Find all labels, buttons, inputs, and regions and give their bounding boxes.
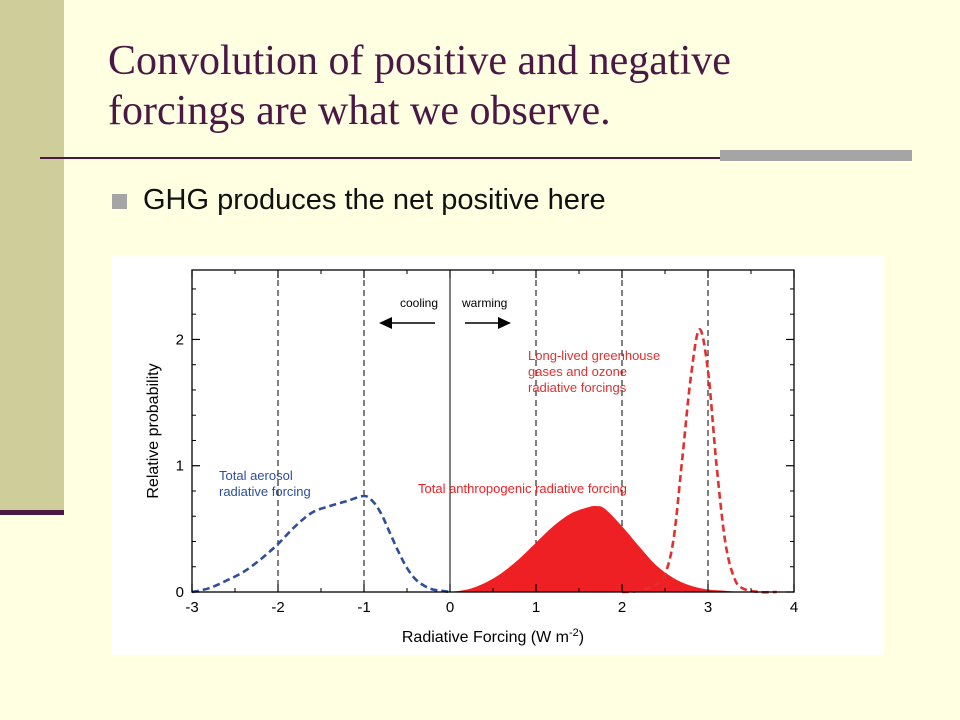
x-tick-label: -2 [271, 599, 284, 616]
x-tick-label: 0 [446, 599, 454, 616]
anthropogenic-series-label: Total anthropogenic radiative forcing [418, 481, 627, 496]
series-aerosol-line [191, 494, 451, 594]
bullet-square-icon [112, 194, 127, 209]
x-tick-label: 3 [704, 599, 712, 616]
slide-title-line-2: forcings are what we observe. [108, 88, 611, 134]
x-tick-label: -1 [357, 599, 370, 616]
y-tick-label: 0 [176, 584, 184, 601]
title-divider-accent [720, 150, 912, 161]
bullet-text: GHG produces the net positive here [143, 184, 606, 216]
x-axis-label: Radiative Forcing (W m-2) [402, 627, 584, 646]
slide-title-line-1: Convolution of positive and negative [108, 38, 731, 84]
y-axis-label: Relative probability [145, 363, 162, 498]
y-tick-label: 2 [176, 331, 184, 348]
plot-frame [191, 269, 795, 593]
title-divider [40, 157, 912, 159]
series-total-anthropogenic-area [450, 506, 751, 593]
ghg-series-label: Long-lived greenhouse [528, 348, 660, 363]
x-tick-label: 2 [618, 599, 626, 616]
warming-label: warming [461, 296, 507, 310]
aerosol-series-label: radiative forcing [219, 484, 311, 499]
left-accent-rule [0, 510, 64, 515]
ghg-series-label: gases and ozone [528, 364, 627, 379]
series-ghg-line [621, 327, 777, 594]
x-tick-label: 4 [790, 599, 798, 616]
y-tick-label: 1 [176, 458, 184, 475]
x-tick-label: 1 [532, 599, 540, 616]
chart-panel: -3 -2 -1 0 1 2 3 4 0 1 2 Radiative Forcing (W m-2) R… [112, 256, 884, 655]
ghg-series-label: radiative forcings [528, 380, 627, 395]
forcing-probability-chart: -3 -2 -1 0 1 2 3 4 0 1 2 Radiative Forcing (W m-2) R… [145, 269, 798, 646]
x-tick-label: -3 [185, 599, 198, 616]
cooling-arrow-head-icon [379, 317, 392, 329]
slide-title: Convolution of positive and negative for… [108, 36, 928, 136]
cooling-label: cooling [400, 296, 438, 310]
bullet-item: GHG produces the net positive here [112, 184, 606, 217]
aerosol-series-label: Total aerosol [219, 468, 293, 483]
warming-arrow-head-icon [498, 317, 511, 329]
left-accent-bar [0, 0, 64, 512]
